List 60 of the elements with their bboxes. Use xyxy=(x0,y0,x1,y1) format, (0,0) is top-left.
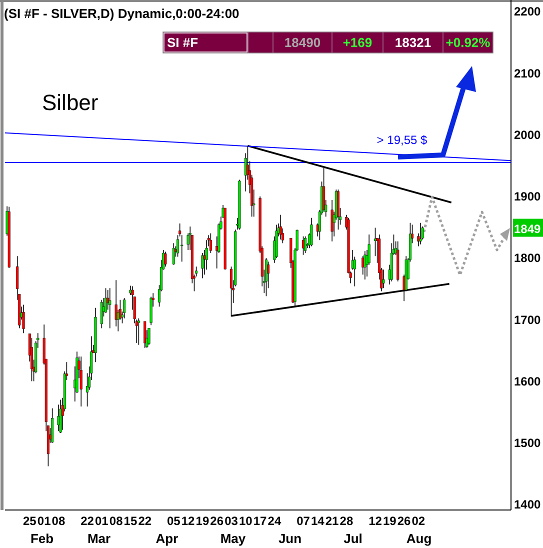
candlestick xyxy=(80,356,82,407)
candlestick xyxy=(164,251,167,267)
text: Silber xyxy=(42,90,98,115)
annotation: > 19,55 $ xyxy=(376,133,428,147)
text: Feb xyxy=(30,531,54,546)
x-tick-label: 26 xyxy=(397,514,412,528)
candlestick xyxy=(144,321,146,348)
x-tick-label: 08 xyxy=(52,514,66,528)
text: May xyxy=(220,531,246,546)
annotation: +0.92% xyxy=(446,35,491,50)
y-tick-label: 1900 xyxy=(514,190,542,204)
candlestick xyxy=(59,399,62,434)
annotation: +169 xyxy=(342,35,372,50)
x-tick-label: 01 xyxy=(37,514,52,528)
annotation: SI #F xyxy=(167,35,198,50)
candlestick xyxy=(382,269,385,289)
y-tick-label: 1800 xyxy=(514,251,542,266)
candlestick xyxy=(310,218,313,247)
x-tick-label: 17 xyxy=(253,514,268,528)
x-tick-label: 02 xyxy=(412,514,426,528)
x-tick-label: 08 xyxy=(109,514,124,528)
text: Mar xyxy=(87,531,111,546)
x-tick-label: 24 xyxy=(268,514,282,528)
y-tick-label: 2000 xyxy=(514,128,542,142)
x-tick-label: 07 xyxy=(296,514,310,528)
x-tick-label: 22 xyxy=(138,514,152,528)
candlestick xyxy=(419,222,422,245)
y-tick-label: 1400 xyxy=(514,498,542,512)
y-tick-label: 1500 xyxy=(514,436,542,450)
x-tick-label: 25 xyxy=(23,514,37,528)
annotation: 18321 xyxy=(394,35,432,50)
text: Jun xyxy=(278,531,302,546)
x-tick-label: 10 xyxy=(238,514,253,528)
candlestick xyxy=(100,299,103,329)
candlestick xyxy=(108,288,112,329)
x-tick-label: 01 xyxy=(94,514,109,528)
x-tick-label: 14 xyxy=(310,514,325,528)
text: 1849 xyxy=(514,222,542,236)
y-tick-label: 2200 xyxy=(514,4,542,19)
x-tick-label: 12 xyxy=(181,514,196,528)
x-tick-label: 12 xyxy=(368,514,382,528)
annotation: 18490 xyxy=(284,35,321,50)
y-tick-label: 1600 xyxy=(514,374,542,388)
x-tick-label: 03 xyxy=(224,514,238,528)
x-tick-label: 26 xyxy=(210,514,224,528)
x-tick-label: 05 xyxy=(166,514,181,528)
candlestick xyxy=(172,242,175,266)
x-tick-label: 19 xyxy=(196,514,210,528)
y-tick-label: 1700 xyxy=(514,312,542,327)
x-tick-label: 22 xyxy=(80,514,94,528)
text: Apr xyxy=(156,531,178,546)
x-tick-label: 15 xyxy=(124,514,138,528)
x-tick-label: 19 xyxy=(382,514,397,528)
y-tick-label: 2100 xyxy=(514,66,542,80)
x-tick-label: 28 xyxy=(340,514,354,528)
x-tick-label: 21 xyxy=(325,514,340,528)
text: Jul xyxy=(344,531,362,546)
text: Aug xyxy=(406,531,432,546)
text: (SI #F - SILVER,D) Dynamic,0:00-24:00 xyxy=(4,6,240,21)
candlestick xyxy=(137,318,140,346)
